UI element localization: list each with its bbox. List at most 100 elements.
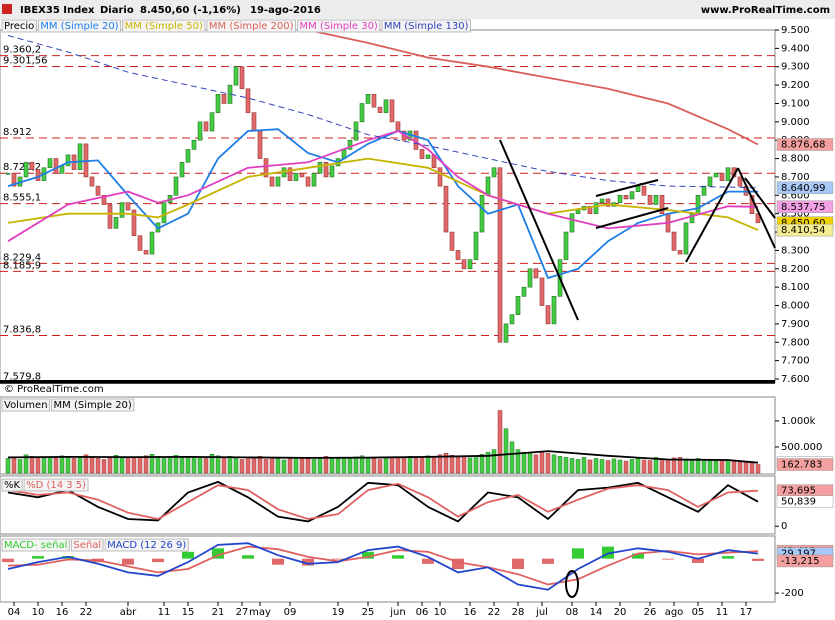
candle — [521, 286, 527, 297]
candle — [77, 143, 83, 170]
stoch-frame — [0, 475, 776, 535]
volume-bar — [95, 458, 101, 474]
x-tick-label: 11 — [716, 607, 729, 618]
volume-bar — [101, 459, 107, 474]
y-tick-label: 8.600 — [781, 190, 810, 201]
candle — [443, 185, 449, 233]
volume-bar — [59, 455, 65, 474]
volume-bar — [479, 454, 485, 474]
volume-bar — [35, 457, 41, 474]
candle — [137, 235, 143, 251]
volume-bar — [629, 459, 635, 474]
x-tick-label: 21 — [212, 607, 225, 618]
series-line — [7, 130, 759, 242]
legend-box — [104, 538, 189, 552]
candle — [497, 167, 503, 343]
volume-bar — [623, 460, 629, 474]
volume-bar — [155, 456, 161, 474]
value-tag-label: 29,197 — [781, 549, 816, 560]
volume-bar — [671, 457, 677, 474]
histogram-bar — [662, 558, 674, 560]
volume-bar — [41, 458, 47, 474]
histogram-bar — [692, 558, 704, 563]
candle — [179, 161, 185, 178]
legend-box — [122, 19, 206, 33]
volume-bar — [527, 452, 533, 474]
candle — [509, 314, 515, 325]
candle — [293, 172, 299, 181]
annotation-circle — [565, 570, 579, 598]
volume-bar — [533, 454, 539, 474]
candle — [311, 172, 317, 187]
volume-bar — [677, 457, 683, 474]
y-tick-label: 7.900 — [781, 319, 810, 330]
histogram-bar — [512, 558, 524, 569]
histogram-bar — [32, 556, 44, 559]
legend-entry: MM (Simple 20) — [40, 21, 118, 32]
x-tick-label: 20 — [614, 607, 627, 618]
trendline — [737, 167, 776, 249]
x-tick-label: 10 — [32, 607, 45, 618]
value-tag — [776, 495, 834, 508]
volume-bar — [131, 458, 137, 474]
value-tag-label: 8.876,68 — [781, 139, 826, 150]
volume-bar — [143, 455, 149, 474]
candle — [131, 209, 137, 237]
candle — [275, 176, 281, 187]
volume-bar — [239, 459, 245, 474]
volume-bar — [347, 458, 353, 474]
candle — [587, 206, 593, 214]
volume-bar — [635, 458, 641, 474]
volume-bar — [173, 455, 179, 474]
x-tick-label: 26 — [644, 607, 657, 618]
volume-bar — [563, 457, 569, 474]
candle — [347, 139, 353, 150]
candle — [635, 185, 641, 192]
candle — [35, 169, 41, 181]
value-tag-label: -13,215 — [781, 556, 820, 567]
candle — [29, 161, 35, 170]
candle — [701, 185, 707, 196]
volume-bar — [371, 458, 377, 474]
instrument: IBEX35 Index — [20, 5, 95, 16]
volume-bar — [71, 458, 77, 474]
x-tick-label: 09 — [284, 607, 297, 618]
candle — [143, 250, 149, 255]
level-label: 8.555,1 — [3, 193, 41, 204]
volume-bar — [467, 457, 473, 474]
histogram-bar — [632, 553, 644, 559]
volume-bar — [167, 457, 173, 474]
legend-box — [23, 478, 89, 492]
candle — [641, 185, 647, 196]
histogram-bar — [452, 558, 464, 569]
candle — [251, 112, 257, 132]
x-tick-label: abr — [120, 607, 137, 618]
histogram-bar — [722, 556, 734, 559]
trendlines — [499, 139, 776, 598]
series-line — [7, 35, 759, 189]
value-tag-label: 162.783 — [781, 460, 822, 471]
volume-bar — [275, 458, 281, 474]
candle — [125, 202, 131, 211]
candle — [473, 231, 479, 260]
volume-bar — [515, 449, 521, 474]
volume-bar — [569, 458, 575, 474]
volume-bar — [395, 457, 401, 474]
candle — [485, 176, 491, 196]
histogram-bar — [572, 548, 584, 559]
menu-icon[interactable] — [2, 4, 12, 14]
volume-bar — [269, 457, 275, 474]
header-bar — [0, 0, 835, 19]
legend-box — [51, 398, 135, 412]
candle — [737, 176, 743, 187]
volume-bar — [323, 456, 329, 474]
candle — [113, 217, 119, 229]
legend-entry: MM (Simple 130) — [384, 21, 469, 32]
histogram-bar — [242, 555, 254, 559]
volume-bar — [413, 457, 419, 474]
candle — [695, 195, 701, 214]
candle — [389, 99, 395, 123]
volume-bar — [311, 459, 317, 474]
candle — [623, 195, 629, 200]
